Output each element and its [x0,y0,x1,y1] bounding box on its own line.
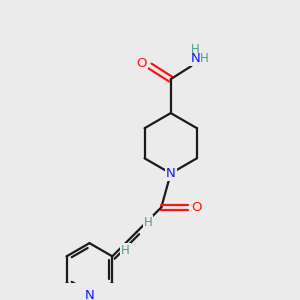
Text: O: O [191,201,201,214]
Text: H: H [121,244,130,257]
Text: N: N [85,290,94,300]
Text: H: H [144,216,152,229]
Text: N: N [166,167,175,180]
Text: N: N [190,52,200,65]
Text: H: H [200,52,209,65]
Text: O: O [136,57,147,70]
Text: H: H [191,43,200,56]
